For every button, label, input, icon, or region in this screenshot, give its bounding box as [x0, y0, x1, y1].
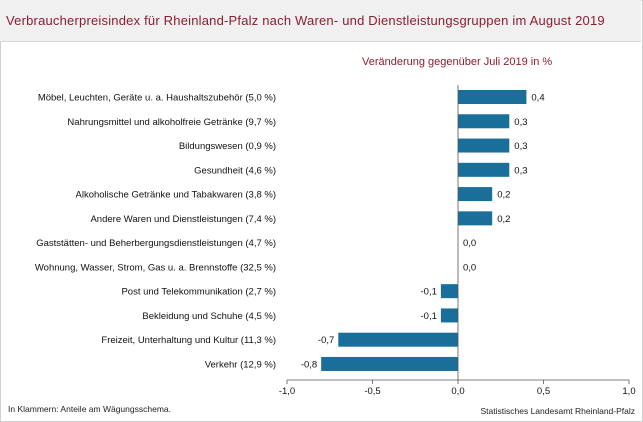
category-label: Möbel, Leuchten, Geräte u. a. Haushaltsz…	[38, 93, 276, 104]
value-label: 0,0	[463, 262, 476, 273]
category-label: Verkehr (12,9 %)	[205, 359, 276, 370]
category-label: Gesundheit (4,6 %)	[194, 165, 276, 176]
category-label: Andere Waren und Dienstleistungen (7,4 %…	[90, 214, 276, 225]
category-label: Alkoholische Getränke und Tabakwaren (3,…	[76, 190, 277, 201]
value-label: 0,2	[497, 214, 510, 225]
category-labels: Möbel, Leuchten, Geräte u. a. Haushaltsz…	[35, 93, 276, 371]
category-label: Post und Telekommunikation (2,7 %)	[121, 287, 276, 298]
value-label: 0,2	[497, 190, 510, 201]
bar	[440, 284, 458, 299]
x-tick-label: 0,5	[537, 386, 550, 397]
x-tick-label: -0,5	[364, 386, 380, 397]
category-label: Wohnung, Wasser, Strom, Gas u. a. Brenns…	[35, 262, 276, 273]
x-axis: -1,0 -0,5 0,0 0,5 1,0	[279, 85, 636, 397]
bar	[458, 162, 510, 177]
bar	[458, 90, 527, 104]
bar	[458, 211, 493, 226]
source-note: Statistisches Landesamt Rheinland-Pfalz	[480, 406, 636, 416]
bar	[338, 332, 458, 347]
value-label: 0,3	[514, 141, 527, 152]
category-label: Bildungswesen (0,9 %)	[179, 141, 276, 152]
x-tick-label: -1,0	[279, 386, 295, 397]
value-label: 0,3	[514, 117, 527, 128]
value-label: -0,8	[301, 359, 317, 370]
bar	[458, 138, 510, 153]
category-label: Bekleidung und Schuhe (4,5 %)	[142, 311, 276, 322]
value-labels: 0,4 0,3 0,3 0,3 0,2 0,2 0,0 0,0 -0,1 -0,1 -0,7 -0,8	[301, 93, 545, 371]
category-label: Nahrungsmittel und alkoholfreie Getränke…	[67, 117, 276, 128]
value-label: -0,1	[421, 311, 437, 322]
value-label: 0,3	[514, 165, 527, 176]
value-label: 0,4	[531, 93, 544, 104]
category-label: Gaststätten- und Beherbergungsdienstleis…	[36, 238, 276, 249]
value-label: -0,7	[318, 335, 334, 346]
x-tick-label: 0,0	[451, 386, 464, 397]
bar	[440, 308, 458, 323]
chart-title: Verbraucherpreisindex für Rheinland-Pfal…	[6, 13, 605, 28]
footnote: In Klammern: Anteile am Wägungsschema.	[8, 404, 171, 414]
bar	[321, 356, 458, 371]
bars	[321, 90, 527, 371]
title-bar: Verbraucherpreisindex für Rheinland-Pfal…	[0, 0, 641, 42]
value-label: 0,0	[463, 238, 476, 249]
chart-subtitle: Veränderung gegenüber Juli 2019 in %	[362, 56, 553, 68]
bar	[458, 114, 510, 129]
bar	[458, 187, 493, 202]
value-label: -0,1	[421, 287, 437, 298]
x-tick-label: 1,0	[622, 386, 635, 397]
category-label: Freizeit, Unterhaltung und Kultur (11,3 …	[101, 335, 276, 346]
